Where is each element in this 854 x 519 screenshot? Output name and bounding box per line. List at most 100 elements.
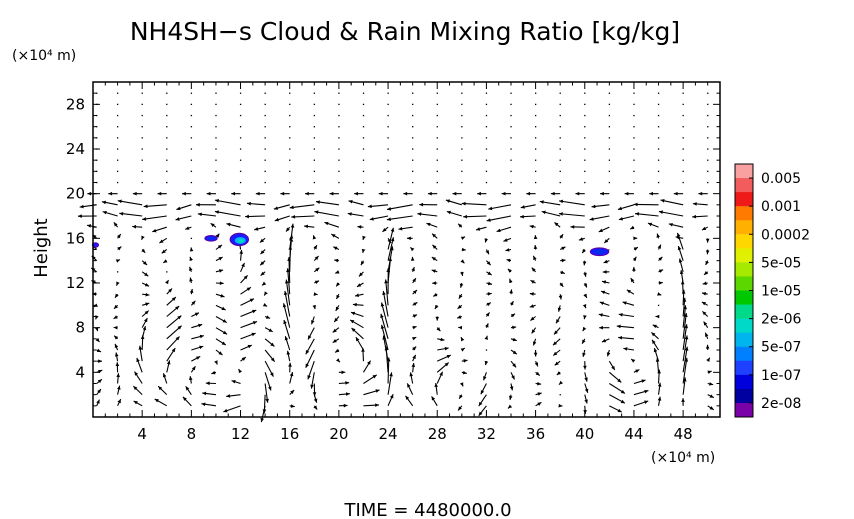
wind-vector-head [460, 259, 465, 264]
wind-vector-head [631, 359, 636, 363]
vector-dot [608, 170, 611, 173]
colorbar-swatch [735, 360, 753, 376]
wind-vector-head [692, 202, 697, 206]
vector-dot [461, 92, 463, 94]
vector-dot [510, 170, 512, 173]
wind-vector-head [367, 360, 371, 365]
wind-vector-head [583, 283, 587, 288]
wind-vector-head [226, 394, 231, 398]
wind-vector-head [251, 332, 256, 337]
wind-vector-head [141, 235, 145, 240]
vector-dot [559, 159, 561, 161]
vector-dot [116, 159, 119, 161]
wind-vector-head [618, 216, 623, 221]
wind-vector-head [582, 261, 587, 266]
wind-vector-head [260, 271, 265, 276]
wind-vector-head [532, 341, 537, 346]
wind-vector-head [505, 248, 510, 252]
wind-vector-head [578, 237, 584, 241]
wind-vector-head [630, 278, 635, 283]
wind-vector-head [114, 304, 118, 309]
wind-vector-head [336, 282, 340, 287]
wind-vector-head [354, 191, 358, 196]
vector-dot [534, 170, 537, 173]
wind-vector-head [361, 248, 366, 253]
wind-vector-head [347, 212, 352, 216]
vector-dot [633, 181, 635, 184]
wind-vector-head [144, 310, 149, 315]
wind-vector-head [289, 372, 294, 377]
wind-vector-head [510, 313, 516, 318]
wind-vector-head [313, 292, 318, 296]
wind-vector-head [201, 402, 206, 407]
wind-vector-head [460, 236, 466, 241]
vector-dot [633, 148, 635, 150]
wind-vector-head [444, 346, 449, 351]
time-label: TIME = 4480000.0 [343, 500, 511, 519]
wind-vector-head [355, 337, 360, 342]
wind-vector-head [142, 261, 148, 265]
vector-dot [264, 114, 266, 117]
vector-dot [485, 137, 488, 139]
vector-dot [190, 237, 193, 240]
wind-vector-head [582, 339, 586, 344]
x-tick-label: 20 [329, 425, 348, 443]
wind-vector-head [157, 191, 162, 196]
vector-dot [387, 103, 389, 106]
wind-vector-head [101, 200, 106, 205]
wind-vector-head [484, 335, 489, 340]
wind-vector-head [283, 319, 287, 325]
vector-dot [264, 159, 266, 161]
vector-dot [485, 159, 488, 161]
wind-vector-head [403, 191, 408, 196]
vector-dot [707, 170, 709, 173]
vector-dot [387, 148, 389, 150]
wind-vector-head [115, 362, 120, 367]
wind-vector-head [222, 319, 227, 323]
colorbar-label: 1e-05 [761, 284, 801, 300]
x-tick-label: 36 [526, 425, 545, 443]
wind-vector-head [558, 403, 563, 408]
vector-dot [608, 181, 611, 184]
vector-dot [412, 170, 414, 173]
vector-dot [96, 159, 98, 161]
wind-vector-head [218, 269, 224, 273]
vector-dot [116, 271, 119, 273]
wind-vector-head [657, 292, 662, 296]
wind-vector-head [331, 234, 336, 238]
wind-vector-head [530, 280, 535, 284]
y-axis-label: Height [31, 218, 52, 278]
wind-vector-head [265, 398, 269, 403]
wind-vector-head [556, 319, 560, 324]
wind-vector-head [559, 234, 564, 239]
wind-vector-head [189, 266, 193, 271]
wind-vector-head [679, 270, 684, 275]
wind-vector-head [243, 275, 248, 280]
wind-vector-head [539, 200, 544, 204]
vector-dot [338, 114, 340, 117]
wind-vector-head [114, 352, 119, 357]
wind-vector [682, 312, 687, 339]
wind-vector-head [313, 398, 318, 403]
y-tick-label: 12 [66, 274, 85, 292]
wind-vector-head [558, 380, 563, 385]
vector-dot [461, 126, 463, 128]
vector-dot [387, 159, 389, 161]
vector-dot [190, 92, 193, 94]
wind-vector-head [205, 381, 210, 386]
vector-dot [362, 181, 365, 184]
colorbar-swatch [735, 192, 753, 207]
wind-vector-head [185, 226, 190, 230]
vector-dot [289, 159, 291, 161]
wind-vector-head [362, 235, 366, 240]
wind-vector-head [476, 227, 481, 231]
wind-vector-head [560, 270, 565, 274]
vector-dot [707, 159, 709, 161]
wind-vector-head [561, 246, 566, 251]
wind-vector-head [367, 204, 372, 209]
vector-dot [584, 159, 586, 161]
wind-vector-head [531, 329, 536, 334]
wind-vector-head [432, 244, 437, 249]
vector-dot [239, 170, 242, 173]
vector-dot [510, 181, 512, 184]
